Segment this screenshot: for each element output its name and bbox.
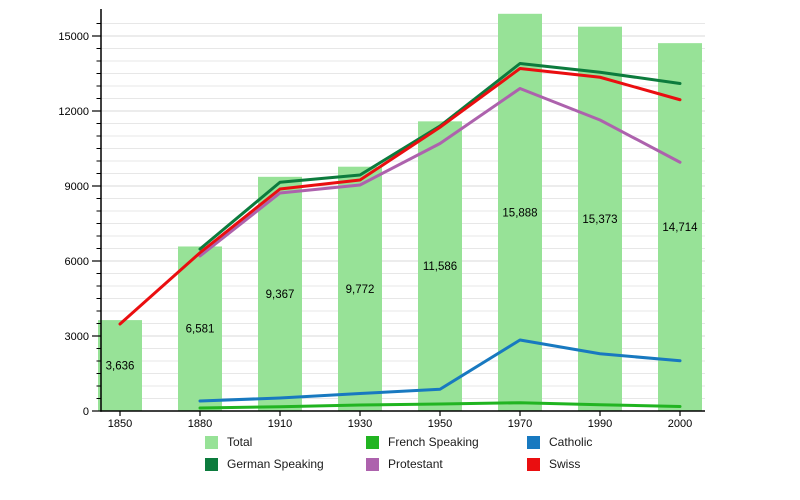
bar-value-label: 14,714 (662, 222, 698, 234)
total-bar (178, 246, 222, 411)
legend: Total German Speaking French Speaking Prote… (205, 431, 688, 475)
x-tick-label: 1970 (508, 418, 532, 430)
legend-item: Total (205, 435, 366, 449)
total-bar (98, 320, 142, 411)
legend-item: French Speaking (366, 435, 527, 449)
legend-label: Catholic (549, 435, 593, 449)
x-tick-label: 1910 (268, 418, 292, 430)
x-tick-label: 2000 (668, 418, 692, 430)
legend-item: German Speaking (205, 457, 366, 471)
total-bar (578, 26, 622, 412)
legend-label: Protestant (388, 457, 443, 471)
legend-label: German Speaking (227, 457, 324, 471)
line-protestant (198, 87, 682, 258)
line-french-speaking (198, 401, 682, 410)
legend-label: French Speaking (388, 435, 479, 449)
legend-label: Swiss (549, 457, 581, 471)
bar-value-label: 9,772 (346, 284, 375, 296)
total-bar (338, 166, 382, 411)
line-swiss (118, 67, 682, 326)
y-tick-label: 12000 (58, 106, 89, 118)
x-tick-label: 1930 (348, 418, 372, 430)
y-tick-label: 0 (83, 406, 89, 418)
total-bar (258, 176, 302, 411)
y-tick-label: 3000 (65, 331, 89, 343)
plot-area: 3,636 6,581 9,367 9,772 11,586 15,888 15,373 14… (58, 9, 705, 430)
bar-value-label: 11,586 (423, 261, 457, 273)
bar-value-label: 6,581 (186, 324, 215, 336)
legend-swatch-icon (366, 435, 379, 449)
legend-item: Catholic (527, 435, 688, 449)
total-bar (418, 121, 462, 411)
legend-swatch-icon (205, 435, 218, 449)
bar-value-label: 3,636 (106, 361, 135, 373)
legend-item: Protestant (366, 457, 527, 471)
bar-value-label: 15,373 (582, 214, 617, 226)
legend-label: Total (227, 435, 253, 449)
line-catholic (198, 338, 682, 403)
legend-swatch-icon (366, 457, 379, 471)
x-tick-label: 1850 (108, 418, 132, 430)
legend-item: Swiss (527, 457, 688, 471)
y-tick-label: 15000 (58, 31, 89, 43)
legend-swatch-icon (205, 457, 218, 471)
x-tick-label: 1880 (188, 418, 212, 430)
bar-value-label: 15,888 (502, 207, 537, 219)
legend-swatch-icon (527, 457, 540, 471)
x-tick-label: 1990 (588, 418, 612, 430)
legend-swatch-icon (527, 435, 540, 449)
y-tick-label: 6000 (65, 256, 89, 268)
y-tick-label: 9000 (65, 181, 89, 193)
x-tick-label: 1950 (428, 418, 452, 430)
bar-value-label: 9,367 (266, 289, 295, 301)
total-bar (658, 43, 702, 412)
